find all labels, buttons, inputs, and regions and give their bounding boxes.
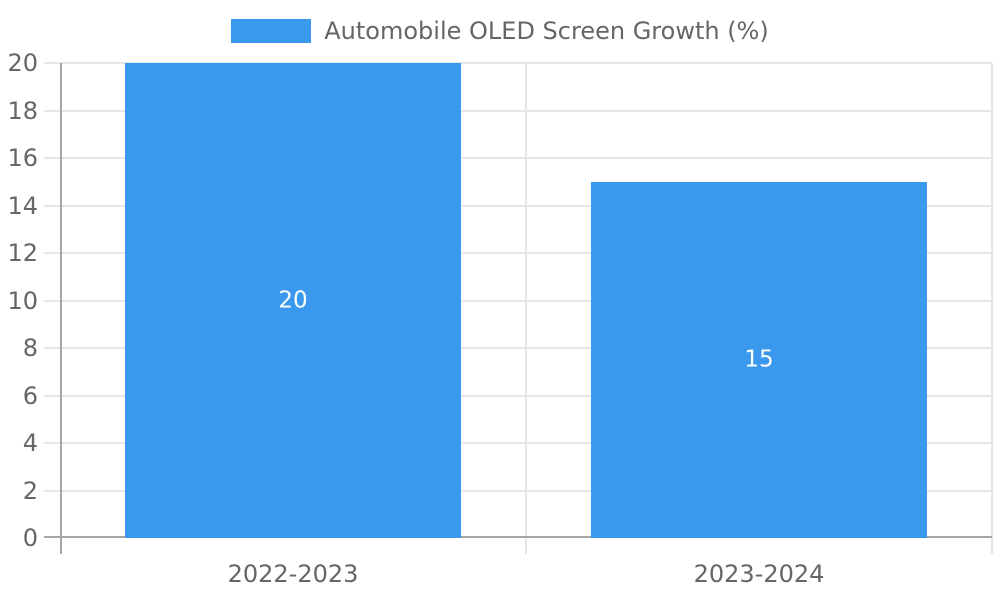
plot-right-border (991, 63, 993, 554)
x-tick-label: 2023-2024 (693, 560, 825, 588)
legend-label: Automobile OLED Screen Growth (%) (324, 17, 769, 45)
bar-value-label: 15 (744, 346, 774, 373)
x-tick-label: 2022-2023 (227, 560, 359, 588)
y-tick-label: 20 (7, 49, 38, 77)
y-axis-tick (44, 489, 60, 492)
y-tick-label: 14 (7, 191, 38, 220)
y-axis-tick (44, 252, 60, 254)
chart-legend: Automobile OLED Screen Growth (%) (0, 18, 1000, 44)
y-axis-tick (44, 347, 60, 349)
plot-area: 0 2 4 6 8 10 12 14 16 18 20 20 2022-2023 15 2023-2024 (7, 51, 993, 586)
y-axis-tick (44, 394, 60, 397)
y-axis-tick (44, 157, 60, 159)
y-tick-label: 4 (22, 429, 38, 457)
y-axis-tick (44, 299, 60, 302)
y-tick-label: 0 (22, 524, 38, 552)
y-axis-tick (44, 442, 60, 444)
y-axis-tick (44, 109, 60, 112)
y-axis-line (60, 63, 62, 554)
y-tick-label: 16 (7, 144, 38, 172)
x-axis-line (44, 536, 992, 538)
y-tick-label: 18 (7, 96, 38, 125)
y-axis-tick (44, 62, 60, 64)
y-tick-label: 10 (7, 286, 38, 315)
bar (590, 181, 928, 538)
bar (124, 63, 462, 538)
y-tick-label: 2 (22, 476, 38, 505)
y-tick-label: 6 (22, 381, 38, 410)
y-tick-label: 8 (22, 334, 38, 362)
legend-swatch (231, 19, 312, 43)
y-axis-tick (44, 204, 60, 207)
y-tick-label: 12 (7, 239, 38, 267)
category-separator (525, 63, 527, 554)
bar-value-label: 20 (278, 287, 308, 313)
